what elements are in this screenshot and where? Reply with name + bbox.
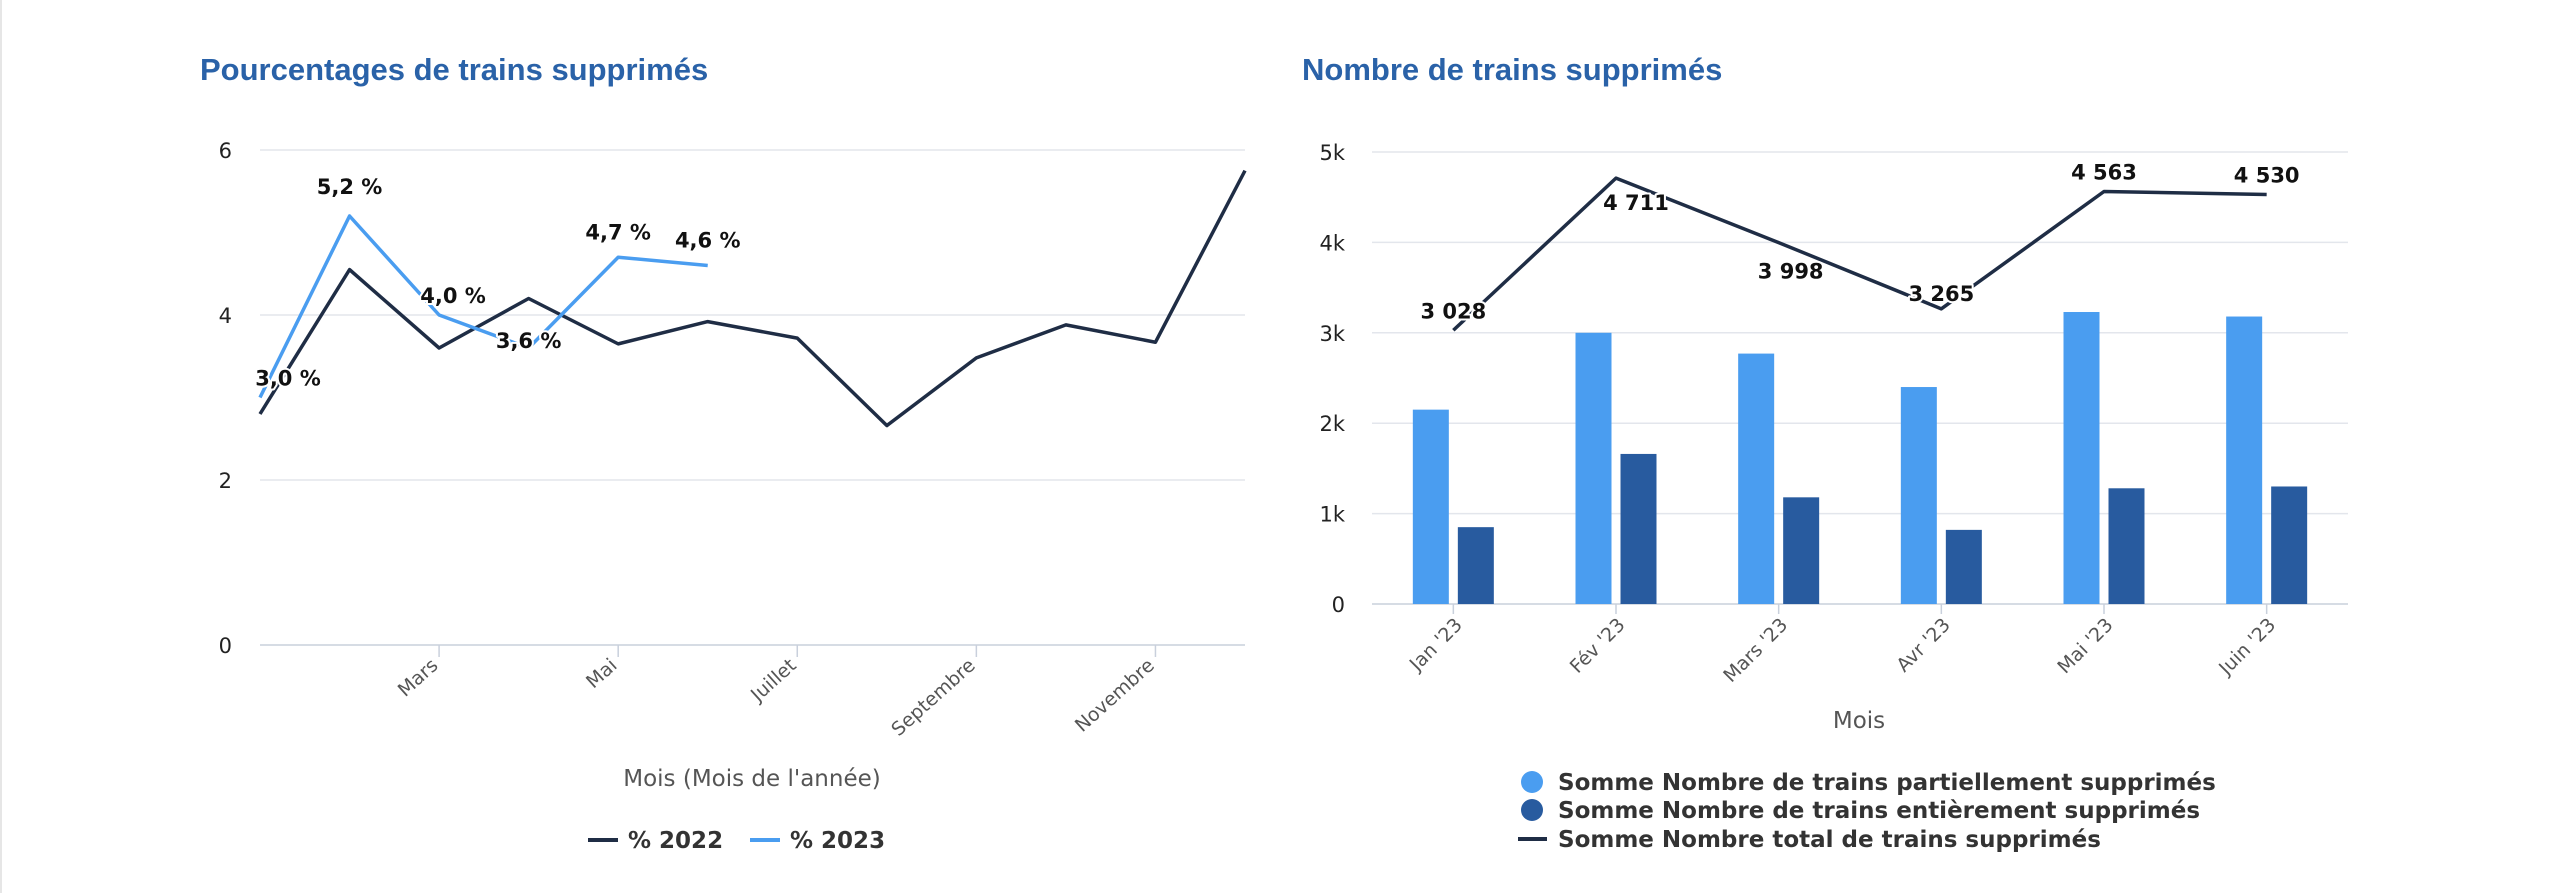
y-tick-label: 0 <box>219 634 232 658</box>
bar-entierement <box>2271 486 2308 604</box>
x-axis-title: Mois (Mois de l'année) <box>623 766 880 792</box>
y-tick-label: 0 <box>1332 593 1345 617</box>
bar-partiellement <box>2226 316 2263 604</box>
y-tick-label: 3k <box>1319 322 1345 346</box>
x-tick-label: Mai <box>582 654 621 693</box>
legend-item-2023: % 2023 <box>790 828 885 854</box>
left-border <box>0 0 2 893</box>
x-tick-label: Juin '23 <box>2214 614 2280 680</box>
x-tick-label: Mars '23 <box>1719 614 1792 687</box>
x-tick-label: Mars <box>394 654 443 701</box>
data-label: 4,0 % <box>420 284 486 308</box>
bar-partiellement <box>1412 409 1449 604</box>
bar-partiellement <box>1738 353 1775 604</box>
x-axis-title: Mois <box>1833 708 1885 734</box>
data-label: 4,6 % <box>675 229 741 253</box>
chart-title-pourcentages: Pourcentages de trains supprimés <box>200 52 709 87</box>
bar-partiellement <box>1900 387 1937 604</box>
data-label: 3 998 <box>1758 260 1824 284</box>
bar-entierement <box>1783 497 1820 604</box>
data-label: 3,6 % <box>496 329 562 353</box>
data-label: 4,7 % <box>585 220 651 244</box>
legend-symbol-partiellement <box>1521 771 1543 793</box>
bar-partiellement <box>1575 332 1612 604</box>
series-line-2022 <box>258 169 1247 428</box>
data-label: 4 563 <box>2071 161 2137 185</box>
x-tick-label: Juillet <box>746 654 801 706</box>
series-line-2023 <box>258 214 708 399</box>
data-label: 3 028 <box>1420 299 1486 323</box>
y-tick-label: 1k <box>1319 503 1345 527</box>
bar-entierement <box>1945 529 1982 604</box>
data-label: 4 530 <box>2234 163 2300 187</box>
y-tick-label: 6 <box>219 139 232 163</box>
data-label: 3 265 <box>1908 282 1974 306</box>
legend-symbol-entierement <box>1521 799 1543 821</box>
data-label: 3,0 % <box>255 367 321 391</box>
bar-entierement <box>2108 488 2145 604</box>
y-tick-label: 4k <box>1319 231 1345 255</box>
x-tick-label: Novembre <box>1071 654 1159 736</box>
chart-title-nombre: Nombre de trains supprimés <box>1302 52 1723 87</box>
y-tick-label: 5k <box>1319 141 1345 165</box>
legend-item-total: Somme Nombre total de trains supprimés <box>1558 827 2101 853</box>
legend-item-2022: % 2022 <box>628 828 723 854</box>
x-tick-label: Avr '23 <box>1892 614 1955 677</box>
legend-item-partiellement: Somme Nombre de trains partiellement sup… <box>1558 770 2216 796</box>
data-label: 5,2 % <box>317 175 383 199</box>
x-tick-label: Jan '23 <box>1405 614 1467 676</box>
x-tick-label: Fév '23 <box>1566 614 1630 678</box>
bar-partiellement <box>2063 312 2100 604</box>
x-tick-label: Mai '23 <box>2053 614 2117 678</box>
bar-entierement <box>1620 453 1657 604</box>
y-tick-label: 2k <box>1319 412 1345 436</box>
y-tick-label: 2 <box>219 469 232 493</box>
legend-item-entierement: Somme Nombre de trains entièrement suppr… <box>1558 798 2200 824</box>
x-tick-label: Septembre <box>887 654 979 740</box>
data-label: 4 711 <box>1603 191 1669 215</box>
series-line-total <box>1452 176 2267 332</box>
y-tick-label: 4 <box>219 304 232 328</box>
bar-entierement <box>1457 527 1494 604</box>
